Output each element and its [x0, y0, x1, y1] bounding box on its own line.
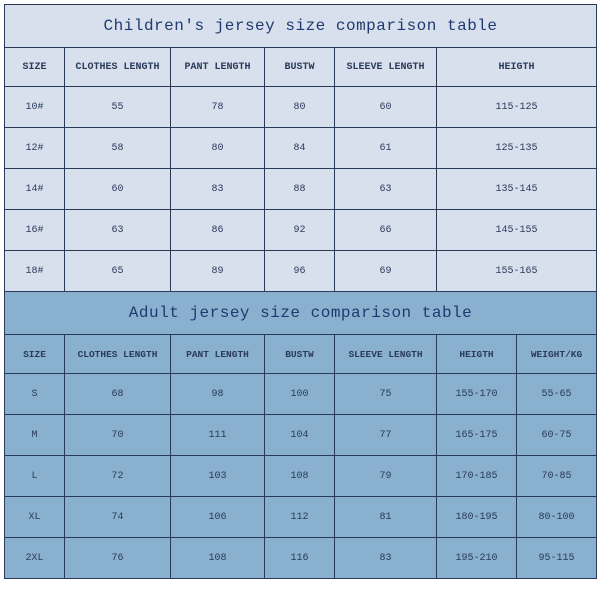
adult-col-pant-length: PANT LENGTH — [171, 335, 265, 374]
cell-clothes-length: 65 — [65, 251, 171, 292]
adult-col-height: HEIGTH — [437, 335, 517, 374]
table-row: 2XL 76 108 116 83 195-210 95-115 — [5, 538, 597, 579]
cell-sleeve-length: 77 — [335, 415, 437, 456]
cell-height: 180-195 — [437, 497, 517, 538]
cell-clothes-length: 70 — [65, 415, 171, 456]
cell-clothes-length: 74 — [65, 497, 171, 538]
children-title-row: Children's jersey size comparison table — [5, 5, 597, 48]
cell-clothes-length: 72 — [65, 456, 171, 497]
children-title: Children's jersey size comparison table — [5, 5, 597, 48]
table-row: L 72 103 108 79 170-185 70-85 — [5, 456, 597, 497]
cell-sleeve-length: 79 — [335, 456, 437, 497]
children-col-clothes-length: CLOTHES LENGTH — [65, 48, 171, 87]
cell-bustw: 80 — [265, 87, 335, 128]
cell-pant-length: 80 — [171, 128, 265, 169]
cell-sleeve-length: 83 — [335, 538, 437, 579]
table-row: 18# 65 89 96 69 155-165 — [5, 251, 597, 292]
cell-clothes-length: 68 — [65, 374, 171, 415]
cell-bustw: 108 — [265, 456, 335, 497]
children-col-pant-length: PANT LENGTH — [171, 48, 265, 87]
cell-height: 135-145 — [437, 169, 597, 210]
cell-clothes-length: 55 — [65, 87, 171, 128]
cell-pant-length: 111 — [171, 415, 265, 456]
cell-bustw: 96 — [265, 251, 335, 292]
children-col-height: HEIGTH — [437, 48, 597, 87]
cell-height: 115-125 — [437, 87, 597, 128]
children-col-bustw: BUSTW — [265, 48, 335, 87]
cell-size: 16# — [5, 210, 65, 251]
cell-bustw: 88 — [265, 169, 335, 210]
adult-col-sleeve-length: SLEEVE LENGTH — [335, 335, 437, 374]
cell-size: XL — [5, 497, 65, 538]
adult-title-row: Adult jersey size comparison table — [5, 292, 597, 335]
cell-pant-length: 83 — [171, 169, 265, 210]
table-row: XL 74 106 112 81 180-195 80-100 — [5, 497, 597, 538]
cell-height: 165-175 — [437, 415, 517, 456]
cell-clothes-length: 60 — [65, 169, 171, 210]
cell-size: S — [5, 374, 65, 415]
cell-height: 145-155 — [437, 210, 597, 251]
cell-sleeve-length: 81 — [335, 497, 437, 538]
cell-clothes-length: 58 — [65, 128, 171, 169]
table-row: 12# 58 80 84 61 125-135 — [5, 128, 597, 169]
cell-size: 10# — [5, 87, 65, 128]
cell-sleeve-length: 69 — [335, 251, 437, 292]
children-col-size: SIZE — [5, 48, 65, 87]
cell-clothes-length: 76 — [65, 538, 171, 579]
adult-header-row: SIZE CLOTHES LENGTH PANT LENGTH BUSTW SL… — [5, 335, 597, 374]
cell-height: 155-165 — [437, 251, 597, 292]
cell-pant-length: 98 — [171, 374, 265, 415]
table-row: S 68 98 100 75 155-170 55-65 — [5, 374, 597, 415]
cell-size: 12# — [5, 128, 65, 169]
cell-weight: 80-100 — [517, 497, 597, 538]
cell-pant-length: 78 — [171, 87, 265, 128]
cell-height: 195-210 — [437, 538, 517, 579]
children-col-sleeve-length: SLEEVE LENGTH — [335, 48, 437, 87]
cell-bustw: 84 — [265, 128, 335, 169]
table-row: M 70 111 104 77 165-175 60-75 — [5, 415, 597, 456]
cell-pant-length: 86 — [171, 210, 265, 251]
cell-height: 125-135 — [437, 128, 597, 169]
size-comparison-table: Children's jersey size comparison table … — [4, 4, 597, 579]
adult-title: Adult jersey size comparison table — [5, 292, 597, 335]
cell-sleeve-length: 75 — [335, 374, 437, 415]
cell-bustw: 112 — [265, 497, 335, 538]
cell-bustw: 100 — [265, 374, 335, 415]
cell-clothes-length: 63 — [65, 210, 171, 251]
cell-weight: 60-75 — [517, 415, 597, 456]
cell-size: L — [5, 456, 65, 497]
cell-bustw: 92 — [265, 210, 335, 251]
cell-pant-length: 106 — [171, 497, 265, 538]
cell-weight: 55-65 — [517, 374, 597, 415]
cell-pant-length: 89 — [171, 251, 265, 292]
cell-sleeve-length: 60 — [335, 87, 437, 128]
cell-size: 18# — [5, 251, 65, 292]
adult-col-weight: WEIGHT/KG — [517, 335, 597, 374]
cell-sleeve-length: 66 — [335, 210, 437, 251]
adult-col-size: SIZE — [5, 335, 65, 374]
cell-weight: 70-85 — [517, 456, 597, 497]
table-row: 14# 60 83 88 63 135-145 — [5, 169, 597, 210]
table-row: 16# 63 86 92 66 145-155 — [5, 210, 597, 251]
cell-size: M — [5, 415, 65, 456]
cell-bustw: 116 — [265, 538, 335, 579]
adult-col-bustw: BUSTW — [265, 335, 335, 374]
cell-sleeve-length: 61 — [335, 128, 437, 169]
cell-height: 170-185 — [437, 456, 517, 497]
cell-sleeve-length: 63 — [335, 169, 437, 210]
cell-size: 2XL — [5, 538, 65, 579]
cell-pant-length: 103 — [171, 456, 265, 497]
cell-height: 155-170 — [437, 374, 517, 415]
cell-pant-length: 108 — [171, 538, 265, 579]
children-header-row: SIZE CLOTHES LENGTH PANT LENGTH BUSTW SL… — [5, 48, 597, 87]
adult-col-clothes-length: CLOTHES LENGTH — [65, 335, 171, 374]
cell-size: 14# — [5, 169, 65, 210]
cell-bustw: 104 — [265, 415, 335, 456]
table-row: 10# 55 78 80 60 115-125 — [5, 87, 597, 128]
cell-weight: 95-115 — [517, 538, 597, 579]
